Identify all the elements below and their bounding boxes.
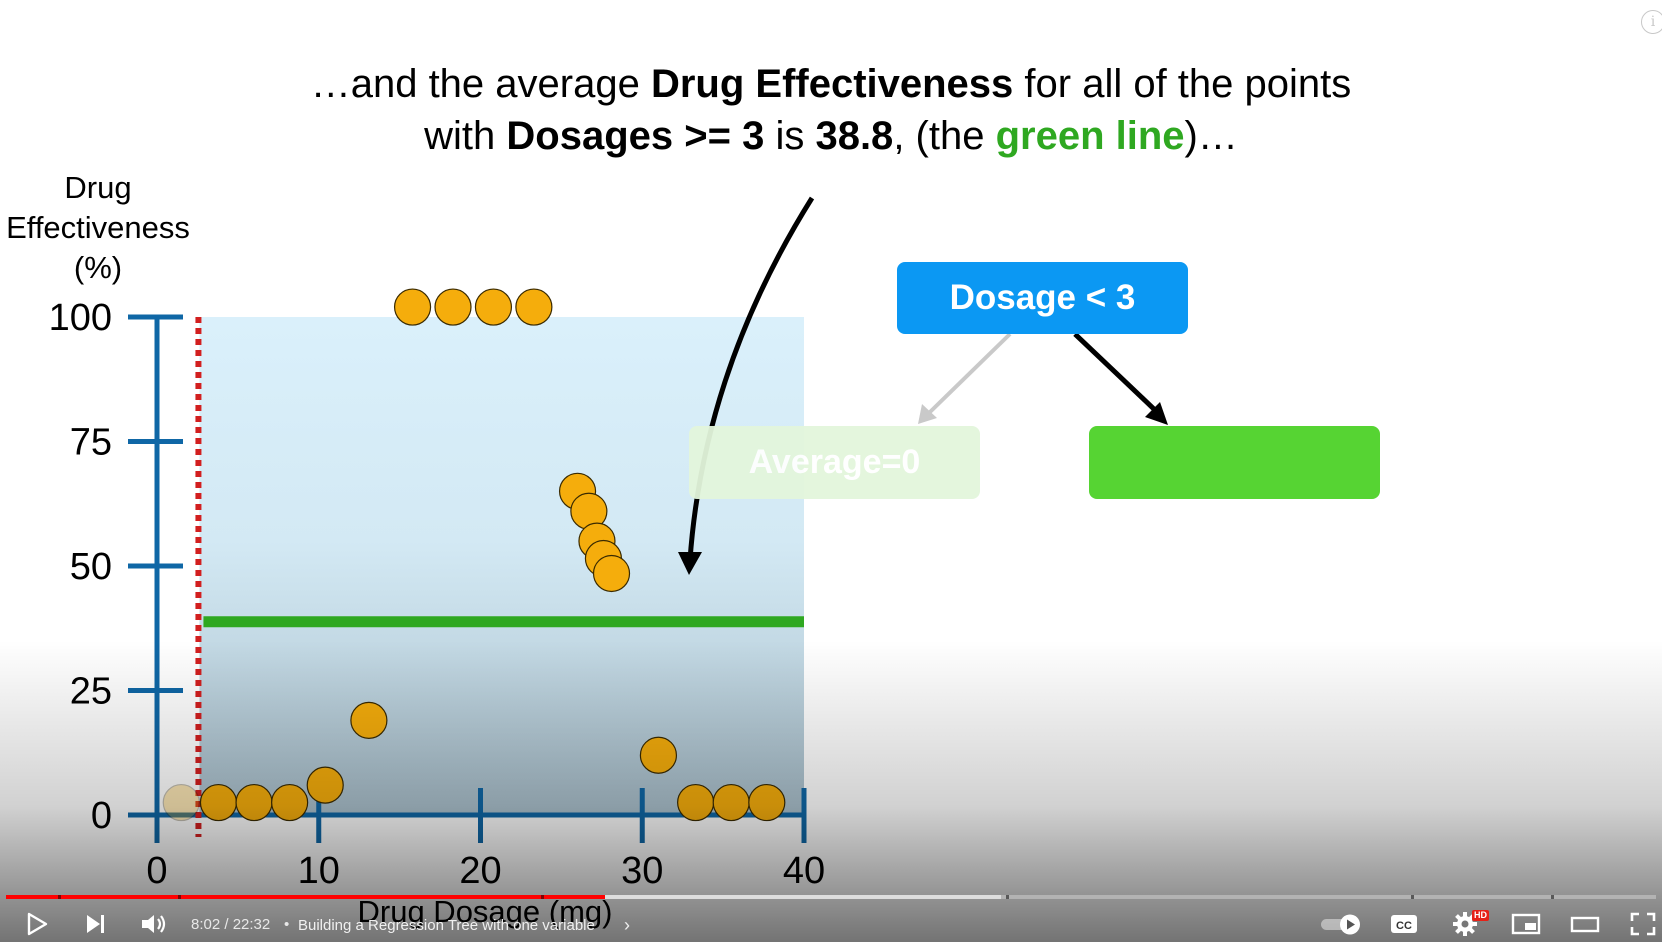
caption-text: with — [424, 114, 507, 158]
play-button[interactable] — [18, 906, 54, 942]
y-tick-label: 75 — [70, 422, 112, 464]
time-display: 8:02 / 22:32 — [191, 916, 271, 933]
next-icon — [87, 915, 104, 933]
caption-green: green line — [995, 114, 1185, 158]
y-axis-label-line: Drug — [64, 170, 132, 205]
data-point — [474, 288, 513, 326]
fullscreen-icon — [1630, 912, 1656, 936]
miniplayer-icon — [1511, 913, 1541, 935]
y-axis-label: Drug Effectiveness (%) — [0, 168, 196, 288]
chapter-marker — [1411, 895, 1414, 899]
chapter-marker — [1006, 895, 1009, 899]
autoplay-toggle[interactable] — [1318, 906, 1366, 942]
volume-button[interactable] — [136, 906, 172, 942]
chevron-right-icon[interactable]: › — [624, 915, 630, 935]
caption-line-2: with Dosages >= 3 is 38.8, (the green li… — [0, 110, 1662, 162]
data-point — [306, 766, 344, 804]
data-point — [748, 783, 786, 822]
x-tick-label: 0 — [146, 850, 167, 892]
data-point — [350, 701, 388, 739]
caption: …and the average Drug Effectiveness for … — [0, 58, 1662, 162]
tree-root-node: Dosage < 3 — [897, 262, 1188, 334]
caption-text: for all of the points — [1013, 62, 1352, 106]
caption-bold: 38.8 — [815, 114, 894, 158]
y-axis-label-line: (%) — [73, 250, 123, 285]
captions-button[interactable]: CC — [1386, 906, 1422, 942]
miniplayer-button[interactable] — [1508, 906, 1544, 942]
cc-icon: CC — [1391, 915, 1417, 933]
y-tick-label: 25 — [70, 671, 112, 713]
data-point — [235, 783, 273, 822]
data-point — [393, 288, 432, 326]
data-point — [199, 783, 238, 822]
progress-played — [6, 895, 605, 899]
player-controls: 8:02 / 22:32 • Building a Regression Tre… — [0, 906, 1662, 942]
caption-bold: Dosages >= 3 — [506, 114, 765, 158]
fullscreen-button[interactable] — [1626, 906, 1660, 942]
y-axis-label-line: Effectiveness — [6, 210, 190, 245]
data-point — [434, 288, 472, 326]
x-tick-label: 20 — [459, 850, 501, 892]
time-separator: • — [284, 916, 290, 933]
annotation-arrow — [678, 196, 815, 575]
highlight-region — [199, 317, 804, 815]
x-tick-label: 10 — [298, 850, 340, 892]
next-button[interactable] — [78, 906, 114, 942]
chapter-marker — [178, 895, 181, 899]
data-point — [592, 554, 631, 593]
tree-right-leaf — [1089, 426, 1380, 499]
x-tick-label: 40 — [783, 850, 825, 892]
chapter-marker — [58, 895, 61, 899]
svg-text:CC: CC — [1396, 920, 1412, 932]
data-point — [712, 783, 750, 822]
caption-text: , (the — [893, 114, 996, 158]
x-tick-label: 30 — [621, 850, 663, 892]
data-point — [515, 288, 553, 326]
volume-icon — [142, 915, 166, 933]
y-tick-label: 50 — [70, 546, 112, 588]
autoplay-icon — [1321, 914, 1360, 935]
data-point — [677, 783, 715, 822]
y-tick-label: 100 — [49, 297, 112, 339]
chapter-marker — [1551, 895, 1554, 899]
info-icon[interactable]: i — [1641, 10, 1662, 34]
progress-bar[interactable] — [6, 895, 1656, 899]
caption-line-1: …and the average Drug Effectiveness for … — [0, 58, 1662, 110]
theater-button[interactable] — [1567, 906, 1603, 942]
caption-text: is — [764, 114, 816, 158]
theater-icon — [1570, 916, 1600, 933]
caption-bold: Drug Effectiveness — [650, 62, 1014, 106]
hd-badge: HD — [1472, 910, 1489, 921]
caption-text: )… — [1184, 114, 1238, 158]
play-icon — [27, 912, 48, 936]
chapter-marker — [541, 895, 544, 899]
tree-edge-right — [1073, 332, 1168, 425]
data-point — [639, 736, 678, 774]
data-point — [271, 783, 309, 822]
y-tick-label: 0 — [91, 795, 112, 837]
data-point — [162, 783, 200, 822]
tree-left-leaf: Average=0 — [689, 426, 980, 499]
caption-text: …and the average — [310, 62, 651, 106]
chapter-title[interactable]: Building a Regression Tree with one vari… — [298, 917, 595, 934]
tree-edge-left — [918, 332, 1012, 424]
